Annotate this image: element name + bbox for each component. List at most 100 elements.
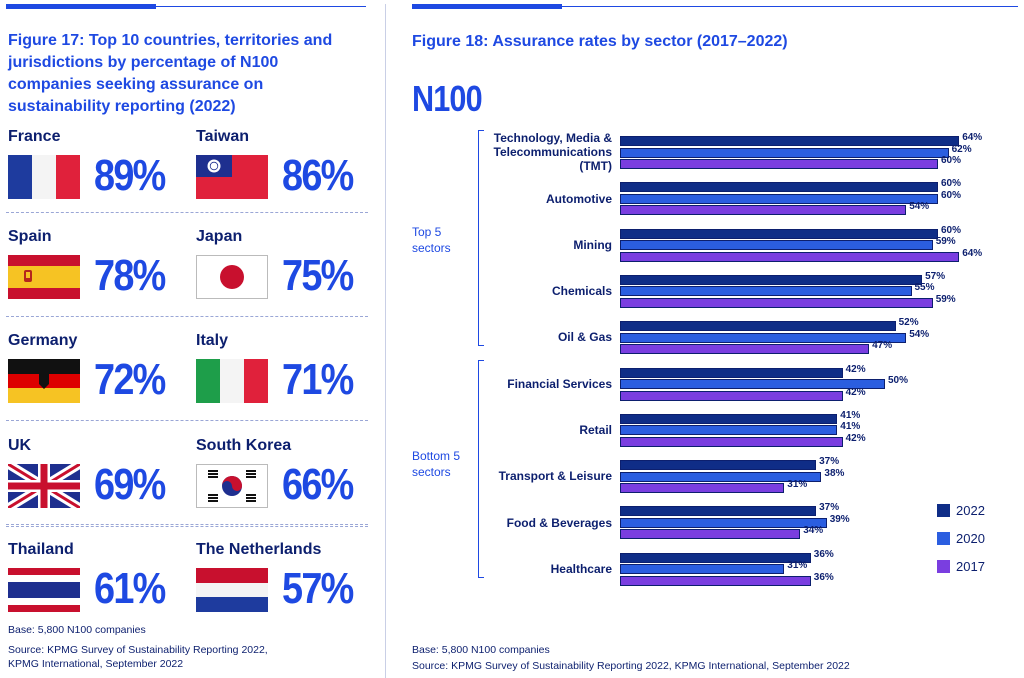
bar-value-label: 54%: [909, 201, 930, 213]
group-bracket-bottom-5: [478, 360, 484, 578]
row-separator: [6, 420, 368, 421]
bar-value-label: 42%: [845, 386, 866, 398]
bar-2022: [620, 460, 817, 471]
country-name: Spain: [8, 228, 52, 245]
country-percentage: 66%: [282, 460, 354, 509]
italy-flag-icon: [196, 359, 268, 403]
bar-2022: [620, 367, 843, 378]
bar-2017: [620, 205, 907, 216]
category-label: Transport & Leisure: [498, 469, 612, 484]
category-label: Chemicals: [551, 284, 612, 299]
row-separator: [6, 212, 368, 213]
right-top-accent-bar: [412, 4, 562, 9]
bar-value-label: 42%: [845, 363, 866, 375]
bar-value-label: 39%: [829, 513, 850, 525]
bar-value-label: 60%: [941, 155, 962, 166]
legend-swatch-2020: [937, 532, 950, 545]
bar-2017: [620, 344, 870, 355]
bar-value-label: 52%: [898, 317, 919, 329]
country-percentage: 72%: [94, 355, 166, 404]
bar-2017: [620, 483, 785, 494]
row-separator: [6, 526, 368, 527]
country-percentage: 61%: [94, 564, 166, 613]
bar-2020: [620, 517, 827, 528]
country-percentage: 69%: [94, 460, 166, 509]
bar-2020: [620, 564, 785, 575]
france-flag-icon: [8, 155, 80, 199]
country-name: The Netherlands: [196, 541, 322, 558]
country-percentage: 86%: [282, 151, 354, 200]
bar-value-label: 47%: [872, 340, 893, 352]
left-source-line-1: Source: KPMG Survey of Sustainability Re…: [8, 644, 268, 656]
country-percentage: 71%: [282, 355, 354, 404]
bar-value-label: 50%: [888, 375, 909, 386]
right-base-note: Base: 5,800 N100 companies: [412, 644, 550, 656]
bar-2020: [620, 286, 912, 297]
category-label: Oil & Gas: [557, 330, 612, 345]
country-name: Thailand: [8, 541, 74, 558]
bar-2022: [620, 136, 960, 146]
country-name: Japan: [196, 228, 243, 245]
bar-value-label: 41%: [840, 421, 861, 433]
bar-2022: [620, 182, 938, 193]
bar-2022: [620, 506, 817, 517]
bar-value-label: 60%: [941, 189, 962, 201]
bar-value-label: 59%: [935, 293, 956, 305]
uk-flag-icon: [8, 464, 80, 508]
bar-value-label: 62%: [951, 143, 972, 155]
bar-2017: [620, 575, 811, 586]
bar-2017: [620, 251, 960, 262]
row-separator: [6, 524, 368, 525]
country-percentage: 78%: [94, 251, 166, 300]
legend-swatch-2017: [937, 560, 950, 573]
thailand-flag-icon: [8, 568, 80, 612]
netherlands-flag-icon: [196, 568, 268, 612]
bar-2020: [620, 147, 949, 158]
bar-2020: [620, 240, 933, 251]
country-name: Germany: [8, 332, 78, 349]
figure-18-title: Figure 18: Assurance rates by sector (20…: [412, 33, 788, 50]
bar-2017: [620, 297, 933, 308]
bar-value-label: 60%: [941, 224, 962, 236]
bar-value-label: 41%: [840, 409, 861, 421]
country-percentage: 57%: [282, 564, 354, 613]
taiwan-flag-icon: [196, 155, 268, 199]
bar-value-label: 54%: [909, 328, 930, 340]
right-top-rule: [562, 6, 1018, 7]
bar-value-label: 55%: [914, 282, 935, 294]
category-label: Financial Services: [507, 376, 612, 391]
bar-value-label: 31%: [787, 479, 808, 491]
bar-2020: [620, 425, 838, 436]
bar-2020: [620, 379, 885, 389]
country-percentage: 89%: [94, 151, 166, 200]
bar-value-label: 42%: [845, 432, 866, 444]
bar-2017: [620, 529, 801, 540]
legend-label-2020: 2020: [956, 531, 985, 546]
bar-value-label: 64%: [962, 132, 983, 143]
germany-flag-icon: [8, 359, 80, 403]
country-name: France: [8, 128, 61, 145]
group-label-top-5: Top 5 sectors: [412, 225, 451, 255]
category-label: Mining: [573, 237, 612, 252]
right-source-note: Source: KPMG Survey of Sustainability Re…: [412, 660, 850, 672]
legend-label-2022: 2022: [956, 503, 985, 518]
bar-2020: [620, 193, 938, 204]
bar-2022: [620, 274, 923, 285]
bar-2022: [620, 552, 811, 563]
south-korea-flag-icon: [196, 464, 268, 508]
bar-2022: [620, 413, 838, 424]
bar-value-label: 34%: [803, 525, 824, 537]
category-label: Healthcare: [550, 561, 612, 576]
country-percentage: 75%: [282, 251, 354, 300]
bar-value-label: 60%: [941, 178, 962, 190]
bar-value-label: 38%: [824, 467, 845, 479]
bar-value-label: 57%: [925, 270, 946, 282]
category-label: Retail: [579, 423, 612, 438]
left-base-note: Base: 5,800 N100 companies: [8, 624, 146, 636]
panel-divider: [385, 4, 386, 678]
bar-value-label: 37%: [819, 456, 840, 468]
bar-2020: [620, 471, 822, 482]
bar-value-label: 64%: [962, 247, 983, 259]
bar-2022: [620, 228, 938, 239]
bar-2017: [620, 390, 843, 401]
